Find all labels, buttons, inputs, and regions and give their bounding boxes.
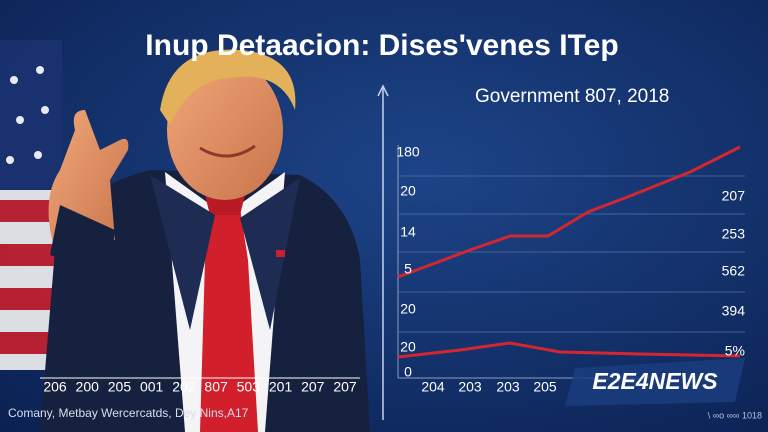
strip-label: 503 xyxy=(237,379,261,395)
chart-subtitle: Government 807, 2018 xyxy=(475,86,669,107)
logo-text: E2E4NEWS xyxy=(592,368,718,394)
axis-label-bottom: 203 xyxy=(458,379,482,395)
axis-label-left: 14 xyxy=(400,224,416,240)
axis-label-right: 207 xyxy=(722,188,746,204)
axis-label-bottom: 203 xyxy=(496,379,520,395)
axis-label-right: 253 xyxy=(722,226,746,242)
strip-label: 202 xyxy=(172,379,196,395)
strip-label: 207 xyxy=(301,379,325,395)
strip-label: 207 xyxy=(333,379,357,395)
axis-label-right: 394 xyxy=(722,303,746,319)
axis-label-bottom: 205 xyxy=(533,379,557,395)
axis-label-right: 562 xyxy=(722,263,746,279)
axis-label-left: 5 xyxy=(404,261,412,277)
logo: E2E4NEWS xyxy=(565,358,745,406)
strip-label: 001 xyxy=(140,379,164,395)
headline: Inup Detaacion: Dises'venes ITep xyxy=(145,29,618,62)
caption: Comany, Metbay Wercercatds, Dey Nins,A17 xyxy=(8,406,249,420)
strip-label: 206 xyxy=(43,379,67,395)
strip-label: 807 xyxy=(204,379,228,395)
axis-label-left: 20 xyxy=(400,339,416,355)
trend-line-lower xyxy=(397,341,741,359)
footer-note: \ ∞o ∞∞ 1018 xyxy=(708,410,762,420)
axis-label-left: 180 xyxy=(396,144,420,160)
strip-label: 200 xyxy=(76,379,100,395)
axis-label-bottom: 204 xyxy=(421,379,445,395)
strip-label: 205 xyxy=(108,379,132,395)
axis-label-left: 0 xyxy=(404,364,412,380)
axis-label-left: 20 xyxy=(400,301,416,317)
person xyxy=(40,49,370,432)
axis-label-left: 20 xyxy=(400,183,416,199)
axis-label-right: 5% xyxy=(725,343,745,359)
strip-label: 201 xyxy=(269,379,293,395)
trend-line-upper xyxy=(397,145,741,279)
